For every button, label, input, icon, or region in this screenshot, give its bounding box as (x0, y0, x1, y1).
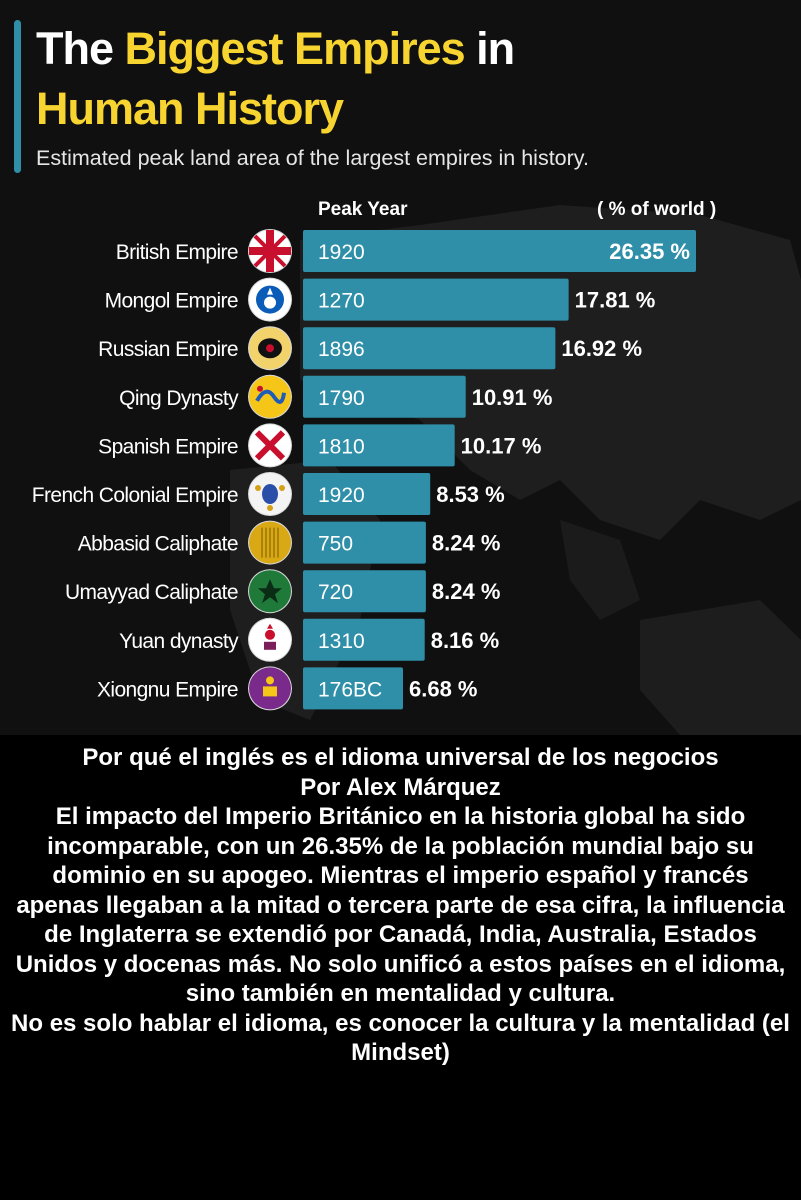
bar-row: Abbasid Caliphate 750 8.24 % (78, 520, 501, 565)
infographic: The Biggest Empires in Human History Est… (0, 0, 801, 735)
article-headline: Por qué el inglés es el idioma universal… (82, 744, 719, 771)
xiongnu-soyombo-flag-icon (248, 666, 292, 711)
bar (303, 230, 696, 272)
bar (303, 424, 455, 467)
french-royal-flag-icon (248, 472, 292, 516)
peak-year-label: 1790 (318, 387, 365, 410)
value-label: 8.24 % (432, 579, 501, 604)
bar-row: Umayyad Caliphate 720 8.24 % (65, 569, 501, 614)
value-label: 8.53 % (436, 482, 505, 507)
bar-chart: Peak Year ( % of world ) British Empire 1… (32, 199, 716, 711)
article-body: El impacto del Imperio Británico en la h… (15, 803, 786, 1007)
qing-dragon-flag-icon (248, 374, 292, 419)
umayyad-flag-icon (248, 569, 292, 614)
bar-row: Xiongnu Empire 176BC 6.68 % (97, 666, 478, 711)
value-label: 26.35 % (609, 239, 690, 264)
category-label: Umayyad Caliphate (65, 581, 238, 604)
bar-row: Yuan dynasty 1310 8.16 % (119, 617, 500, 662)
peak-year-label: 1270 (318, 290, 365, 313)
page-title-line2: Human History (36, 83, 344, 134)
value-label: 17.81 % (575, 288, 656, 313)
value-label: 8.16 % (431, 628, 500, 653)
peak-year-label: 1896 (318, 338, 365, 361)
bar-row: Spanish Empire 1810 10.17 % (98, 423, 542, 468)
article-byline: Por Alex Márquez (300, 773, 501, 801)
peak-year-label: 1920 (318, 484, 365, 507)
bar (303, 473, 431, 515)
chart-subtitle: Estimated peak land area of the largest … (36, 146, 589, 170)
bar (303, 327, 556, 370)
page-title: The Biggest Empires in (36, 23, 515, 74)
title-accent-bar (14, 20, 21, 173)
bar-row: Qing Dynasty 1790 10.91 % (119, 374, 553, 419)
title-word-the: The (36, 23, 114, 74)
peak-year-label: 1310 (318, 630, 365, 653)
peak-year-header: Peak Year (318, 199, 408, 220)
value-label: 6.68 % (409, 676, 478, 701)
peak-year-label: 750 (318, 533, 353, 556)
union-jack-flag-icon (248, 229, 292, 273)
cross-of-burgundy-flag-icon (248, 423, 292, 468)
southeast-asia-landmass (560, 520, 640, 620)
russian-eagle-flag-icon (248, 326, 292, 371)
bar-row: Russian Empire 1896 16.92 % (98, 326, 642, 371)
category-label: Qing Dynasty (119, 387, 239, 410)
abbasid-flag-icon (248, 520, 292, 565)
australia-landmass (640, 600, 801, 735)
bar (303, 570, 426, 613)
bar (303, 375, 466, 418)
peak-year-label: 176BC (318, 678, 382, 701)
peak-year-label: 1810 (318, 435, 365, 458)
bar (303, 618, 425, 661)
value-label: 8.24 % (432, 531, 501, 556)
value-label: 16.92 % (561, 336, 642, 361)
category-label: Russian Empire (98, 338, 238, 361)
category-label: Xiongnu Empire (97, 678, 238, 701)
value-label: 10.91 % (472, 385, 553, 410)
title-word-in: in (476, 23, 515, 74)
bar (303, 667, 403, 710)
bar-row: Mongol Empire 1270 17.81 % (105, 277, 656, 322)
mongol-flag-icon (248, 277, 292, 322)
peak-year-label: 1920 (318, 241, 365, 264)
yuan-flag-icon (248, 617, 292, 662)
category-label: Abbasid Caliphate (78, 533, 238, 556)
article: Por qué el inglés es el idioma universal… (0, 743, 801, 1068)
peak-year-label: 720 (318, 581, 353, 604)
category-label: Mongol Empire (105, 290, 238, 313)
article-closing: No es solo hablar el idioma, es conocer … (11, 1009, 790, 1067)
value-label: 10.17 % (461, 433, 542, 458)
bar (303, 278, 569, 321)
category-label: British Empire (116, 241, 238, 264)
category-label: Yuan dynasty (119, 630, 239, 653)
category-label: Spanish Empire (98, 435, 238, 458)
bar (303, 521, 426, 564)
category-label: French Colonial Empire (32, 484, 238, 507)
percent-of-world-header: ( % of world ) (597, 199, 716, 220)
bar-row: French Colonial Empire 1920 8.53 % (32, 472, 505, 516)
title-highlight: Biggest Empires (124, 23, 466, 74)
bar-row: British Empire 1920 26.35 % (116, 229, 696, 273)
